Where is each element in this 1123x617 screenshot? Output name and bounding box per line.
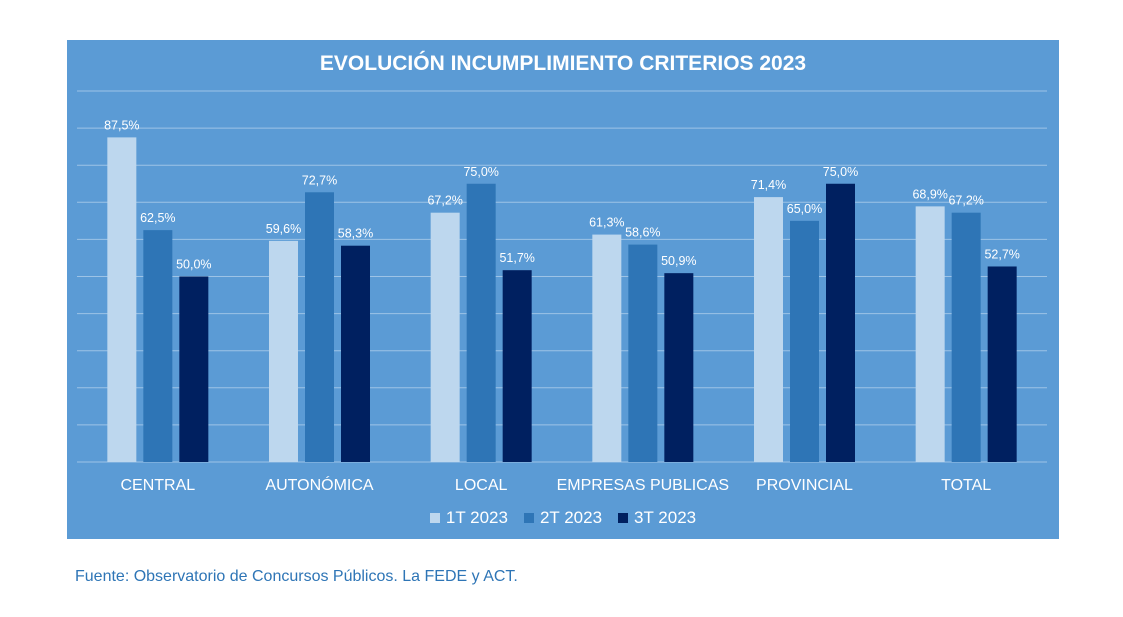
data-label: 67,2% xyxy=(427,194,462,208)
data-label: 50,0% xyxy=(176,258,211,272)
data-label: 52,7% xyxy=(984,247,1019,261)
data-label: 58,3% xyxy=(338,227,373,241)
legend-swatch xyxy=(618,513,629,523)
data-label: 71,4% xyxy=(751,178,786,192)
legend: 1T 2023 2T 2023 3T 2023 xyxy=(67,508,1059,528)
bar xyxy=(664,273,694,462)
bar xyxy=(915,206,945,462)
data-label: 59,6% xyxy=(266,222,301,236)
data-label: 72,7% xyxy=(302,173,337,187)
bar xyxy=(987,266,1017,462)
bar xyxy=(341,245,370,462)
bar xyxy=(430,212,460,462)
data-label: 51,7% xyxy=(499,251,534,265)
legend-item: 1T 2023 xyxy=(429,508,508,528)
x-tick-label: AUTONÓMICA xyxy=(265,475,373,494)
data-label: 68,9% xyxy=(912,187,947,201)
bar xyxy=(179,276,209,462)
bar xyxy=(951,212,981,462)
legend-item: 2T 2023 xyxy=(523,508,603,528)
data-label: 75,0% xyxy=(463,165,498,179)
bar xyxy=(790,220,819,462)
data-label: 61,3% xyxy=(589,216,624,230)
bar xyxy=(305,192,334,462)
legend-swatch xyxy=(429,513,440,523)
data-label: 67,2% xyxy=(948,194,983,208)
bar xyxy=(502,270,532,462)
bar xyxy=(466,183,496,462)
legend-label: 1T 2023 xyxy=(445,508,508,527)
legend-label: 3T 2023 xyxy=(634,508,697,527)
chart-panel: EVOLUCIÓN INCUMPLIMIENTO CRITERIOS 2023 … xyxy=(67,40,1059,539)
bar xyxy=(628,244,658,462)
source-note: Fuente: Observatorio de Concursos Públic… xyxy=(75,568,518,585)
legend-swatch xyxy=(523,513,534,523)
bar-chart: 87,5% 62,5% 50,0% CENTRAL 59,6% 72,7% 58,3% AUT… xyxy=(77,90,1047,494)
bar xyxy=(592,234,622,462)
data-label: 75,0% xyxy=(823,165,858,179)
bar xyxy=(107,137,137,462)
x-tick-label: PROVINCIAL xyxy=(756,477,853,494)
data-label: 50,9% xyxy=(661,254,696,268)
bar xyxy=(754,197,783,462)
chart-title: EVOLUCIÓN INCUMPLIMIENTO CRITERIOS 2023 xyxy=(319,52,807,75)
data-label: 62,5% xyxy=(140,211,175,225)
data-label: 65,0% xyxy=(787,202,822,216)
x-tick-label: TOTAL xyxy=(941,477,991,494)
bar xyxy=(143,230,173,462)
x-tick-label: CENTRAL xyxy=(120,477,195,494)
data-label: 87,5% xyxy=(104,118,139,132)
bar xyxy=(269,240,298,462)
legend-item: 3T 2023 xyxy=(618,508,696,528)
data-label: 58,6% xyxy=(625,226,660,240)
x-tick-label: EMPRESAS PUBLICAS xyxy=(557,477,730,494)
x-tick-label: LOCAL xyxy=(455,477,508,494)
legend-label: 2T 2023 xyxy=(539,508,603,527)
bar xyxy=(826,183,855,462)
